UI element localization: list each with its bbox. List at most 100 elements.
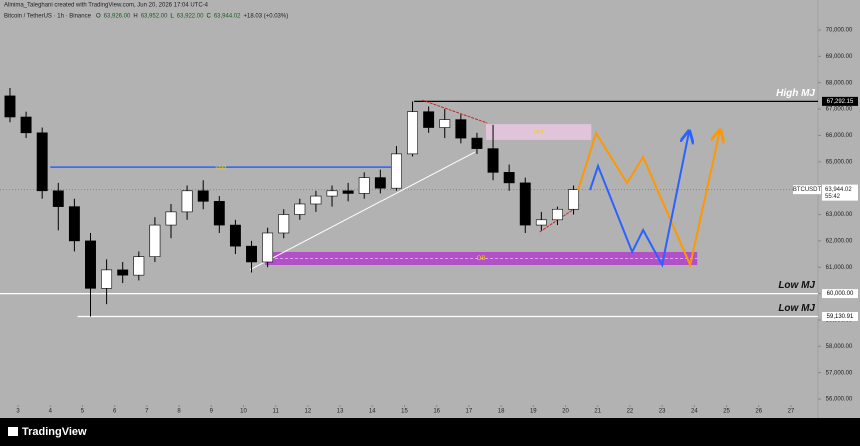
countdown: 55:42 <box>825 194 841 200</box>
candle-body <box>519 182 531 226</box>
y-tick-label: 69,000.00 <box>826 54 853 60</box>
y-tick-label: 63,000.00 <box>826 212 853 218</box>
x-tick-label: 5 <box>81 409 85 415</box>
y-tick-label: 68,000.00 <box>826 80 853 86</box>
candle-body <box>68 206 80 242</box>
zone-label: sell <box>534 130 543 136</box>
candle-body <box>20 116 32 134</box>
level-tag <box>822 312 858 322</box>
ohlc-text: O <box>96 14 101 20</box>
x-tick-label: 19 <box>530 409 537 415</box>
logo <box>8 427 18 436</box>
candle-body <box>181 190 193 213</box>
y-tick-label: 70,000.00 <box>826 28 853 34</box>
symbol-tag-label: BTCUSDT <box>793 187 822 193</box>
level-tag-label: 67,292.15 <box>827 99 854 105</box>
candle-body <box>407 111 418 155</box>
x-tick-label: 15 <box>401 409 408 415</box>
candle-body <box>342 190 354 194</box>
x-tick-label: 26 <box>755 409 762 415</box>
candle-body <box>535 219 547 226</box>
candle-body <box>568 189 580 210</box>
ohlc-text: 63,952.00 <box>141 14 168 20</box>
level-label: Low MJ <box>778 280 815 291</box>
ohlc-text: L <box>170 14 174 20</box>
projection-path <box>589 131 689 268</box>
candle-body <box>197 190 209 202</box>
x-tick-label: 21 <box>594 409 601 415</box>
ohlc-text: H <box>133 14 137 20</box>
ohlc-text: C <box>206 14 211 20</box>
candle-body <box>36 132 48 192</box>
candle-body <box>487 148 499 173</box>
candle-body <box>101 269 113 289</box>
x-tick-label: 8 <box>177 409 181 415</box>
trendline <box>249 151 476 271</box>
x-tick-label: 17 <box>466 409 473 415</box>
candle-body <box>117 269 129 276</box>
x-tick-label: 16 <box>433 409 440 415</box>
x-tick-label: 24 <box>691 409 698 415</box>
y-tick-label: 65,000.00 <box>826 159 853 165</box>
y-tick-label: 58,000.00 <box>826 344 853 350</box>
x-tick-label: 18 <box>498 409 505 415</box>
x-tick-label: 12 <box>305 409 312 415</box>
candle-body <box>552 208 563 221</box>
symbol-tag <box>793 185 821 195</box>
x-tick-label: 27 <box>788 409 795 415</box>
candle-body <box>262 232 274 263</box>
candle-body <box>439 119 451 128</box>
shift-label: shift <box>215 166 226 172</box>
x-tick-label: 9 <box>210 409 214 415</box>
level-label: Low MJ <box>778 303 815 314</box>
x-tick-label: 7 <box>145 409 149 415</box>
x-tick-label: 6 <box>113 409 117 415</box>
x-tick-label: 14 <box>369 409 376 415</box>
candle-body <box>294 203 306 215</box>
level-tag <box>822 289 858 299</box>
candle-body <box>471 137 483 149</box>
x-tick-label: 25 <box>723 409 730 415</box>
candle-body <box>85 240 96 289</box>
y-tick-label: 56,000.00 <box>826 397 853 403</box>
candle-body <box>310 195 322 205</box>
candle-body <box>246 245 257 263</box>
level-tag-label: 60,000.00 <box>827 291 854 297</box>
ohlc-text: 63,926.00 <box>104 14 131 20</box>
trendline <box>422 99 488 124</box>
ohlc-text: 63,944.02 <box>214 14 241 20</box>
x-tick-label: 10 <box>240 409 247 415</box>
symbol-line: Bitcoin / TetherUS · 1h · Binance <box>4 14 92 20</box>
candle-body <box>358 177 370 194</box>
candle-body <box>278 214 290 234</box>
candle-body <box>390 153 402 189</box>
candle-body <box>503 172 515 184</box>
credit: Alinima_Taleghani created with TradingVi… <box>4 3 209 9</box>
candle-body <box>374 177 386 189</box>
candle-body <box>149 224 161 257</box>
last-price-label: 63,944.02 <box>825 187 852 193</box>
y-tick-label: 67,000.00 <box>826 107 853 113</box>
candle-body <box>229 224 241 247</box>
level-tag-label: 59,130.91 <box>827 314 854 320</box>
candle-body <box>133 256 145 276</box>
y-tick-label: 57,000.00 <box>826 370 853 376</box>
y-tick-label: 66,000.00 <box>826 133 853 139</box>
x-tick-label: 3 <box>16 409 20 415</box>
footer-bar <box>0 418 860 446</box>
x-tick-label: 22 <box>627 409 634 415</box>
ohlc-text: 63,922.00 <box>177 14 204 20</box>
brand: TradingView <box>22 426 87 438</box>
candle-body <box>423 111 435 128</box>
y-tick-label: 61,000.00 <box>826 265 853 271</box>
x-tick-label: 4 <box>49 409 53 415</box>
x-tick-label: 13 <box>337 409 344 415</box>
candle-body <box>213 201 225 226</box>
projection-path <box>577 130 720 269</box>
level-label: High MJ <box>776 88 815 99</box>
candle-body <box>165 211 177 226</box>
candle-body <box>326 190 338 197</box>
